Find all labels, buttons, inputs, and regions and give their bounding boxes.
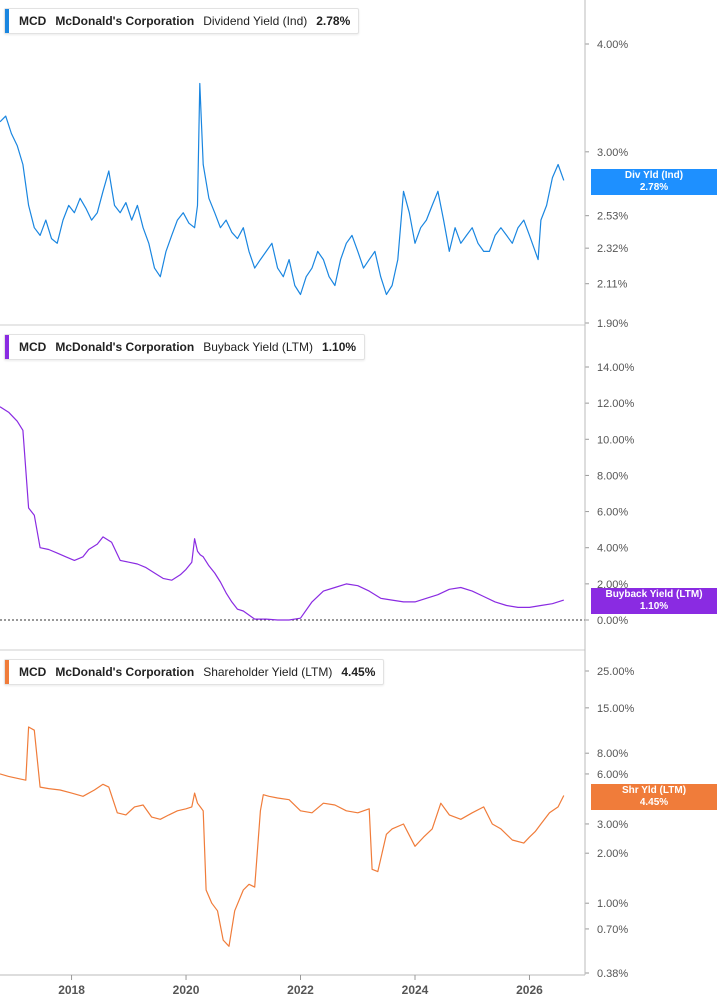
legend-company: McDonald's Corporation	[55, 665, 195, 679]
series-line-2	[0, 726, 565, 947]
y-tick-label: 3.00%	[597, 147, 628, 159]
x-tick-label: 2022	[287, 983, 314, 997]
shareholder-yield-value-tag: Shr Yld (LTM) 4.45%	[591, 784, 717, 810]
tag-value: 1.10%	[639, 601, 669, 612]
y-tick-label: 2.00%	[597, 579, 628, 591]
legend-last-value: 4.45%	[341, 665, 376, 679]
y-tick-label: 1.00%	[597, 898, 628, 910]
legend-color-swatch	[5, 9, 9, 33]
y-tick-label: 8.00%	[597, 470, 628, 482]
y-tick-label: 6.00%	[597, 507, 628, 519]
legend-ticker: MCD	[19, 340, 47, 354]
y-tick-label: 2.11%	[597, 279, 628, 291]
y-tick-label: 15.00%	[597, 703, 635, 715]
y-tick-label: 2.00%	[597, 848, 628, 860]
legend-metric: Shareholder Yield (LTM)	[203, 665, 333, 679]
tag-label: Div Yld (Ind)	[624, 170, 684, 181]
legend-color-swatch	[5, 335, 9, 359]
x-tick-label: 2020	[173, 983, 200, 997]
tag-label: Buyback Yield (LTM)	[605, 589, 703, 600]
legend-last-value: 1.10%	[322, 340, 357, 354]
legend-ticker: MCD	[19, 665, 47, 679]
y-tick-label: 10.00%	[597, 434, 635, 446]
dividend-yield-value-tag: Div Yld (Ind) 2.78%	[591, 169, 717, 195]
y-tick-label: 0.38%	[597, 968, 628, 980]
tag-value: 4.45%	[639, 797, 669, 808]
y-tick-label: 4.00%	[597, 39, 628, 51]
y-tick-label: 0.70%	[597, 924, 628, 936]
y-tick-label: 4.00%	[597, 543, 628, 555]
y-tick-label: 3.00%	[597, 819, 628, 831]
tag-label: Shr Yld (LTM)	[621, 785, 687, 796]
y-tick-label: 2.53%	[597, 211, 628, 223]
legend-company: McDonald's Corporation	[55, 340, 195, 354]
legend-metric: Dividend Yield (Ind)	[203, 14, 308, 28]
series-line-0	[0, 82, 565, 296]
y-tick-label: 14.00%	[597, 362, 635, 374]
legend-color-swatch	[5, 660, 9, 684]
legend-shareholder-yield[interactable]: MCD McDonald's Corporation Shareholder Y…	[4, 659, 385, 685]
y-tick-label: 6.00%	[597, 769, 628, 781]
legend-metric: Buyback Yield (LTM)	[203, 340, 314, 354]
y-tick-label: 8.00%	[597, 748, 628, 760]
y-tick-label: 0.00%	[597, 615, 628, 627]
legend-company: McDonald's Corporation	[55, 14, 195, 28]
legend-last-value: 2.78%	[316, 14, 351, 28]
y-tick-label: 2.32%	[597, 243, 628, 255]
x-tick-label: 2024	[402, 983, 429, 997]
legend-dividend-yield[interactable]: MCD McDonald's Corporation Dividend Yiel…	[4, 8, 360, 34]
series-line-1	[0, 406, 564, 621]
buyback-yield-value-tag: Buyback Yield (LTM) 1.10%	[591, 588, 717, 614]
x-tick-label: 2026	[516, 983, 543, 997]
legend-buyback-yield[interactable]: MCD McDonald's Corporation Buyback Yield…	[4, 334, 366, 360]
tag-value: 2.78%	[639, 182, 669, 193]
y-tick-label: 1.90%	[597, 318, 628, 330]
y-tick-label: 12.00%	[597, 398, 635, 410]
x-tick-label: 2018	[58, 983, 85, 997]
legend-ticker: MCD	[19, 14, 47, 28]
y-tick-label: 25.00%	[597, 666, 635, 678]
